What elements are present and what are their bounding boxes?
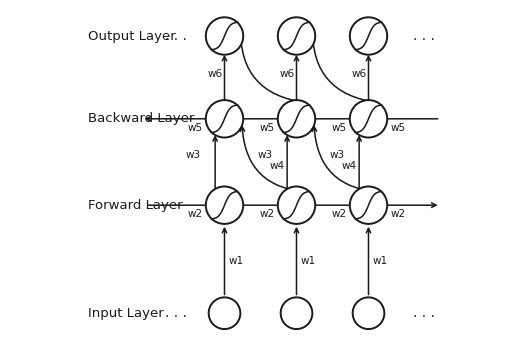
Text: w4: w4 — [269, 161, 284, 171]
Circle shape — [350, 100, 387, 138]
Text: Backward Layer: Backward Layer — [88, 112, 194, 125]
Text: w3: w3 — [257, 150, 272, 160]
Text: w3: w3 — [185, 150, 201, 160]
Text: . . .: . . . — [165, 29, 187, 43]
Text: . . .: . . . — [413, 29, 435, 43]
Circle shape — [208, 297, 240, 329]
Text: . . .: . . . — [413, 306, 435, 320]
Text: w6: w6 — [207, 69, 222, 79]
Text: w5: w5 — [390, 123, 405, 133]
Circle shape — [350, 17, 387, 55]
Text: w2: w2 — [332, 209, 347, 219]
Text: w1: w1 — [229, 256, 244, 266]
Text: w4: w4 — [341, 161, 357, 171]
Text: w5: w5 — [260, 123, 275, 133]
Text: w2: w2 — [390, 209, 405, 219]
Circle shape — [206, 100, 243, 138]
Text: w3: w3 — [329, 150, 344, 160]
Text: Forward Layer: Forward Layer — [88, 199, 182, 212]
Text: . . .: . . . — [165, 306, 187, 320]
Circle shape — [353, 297, 384, 329]
Text: w1: w1 — [373, 256, 388, 266]
Circle shape — [278, 186, 315, 224]
Text: w1: w1 — [301, 256, 316, 266]
Text: Input Layer: Input Layer — [88, 307, 164, 320]
Text: w2: w2 — [188, 209, 203, 219]
Circle shape — [278, 17, 315, 55]
Circle shape — [281, 297, 313, 329]
Circle shape — [278, 100, 315, 138]
Circle shape — [206, 17, 243, 55]
Text: Output Layer: Output Layer — [88, 30, 176, 42]
Text: w2: w2 — [260, 209, 275, 219]
Text: w5: w5 — [332, 123, 347, 133]
Text: w5: w5 — [188, 123, 203, 133]
Text: w6: w6 — [280, 69, 295, 79]
Circle shape — [350, 186, 387, 224]
Circle shape — [206, 186, 243, 224]
Text: w6: w6 — [352, 69, 367, 79]
